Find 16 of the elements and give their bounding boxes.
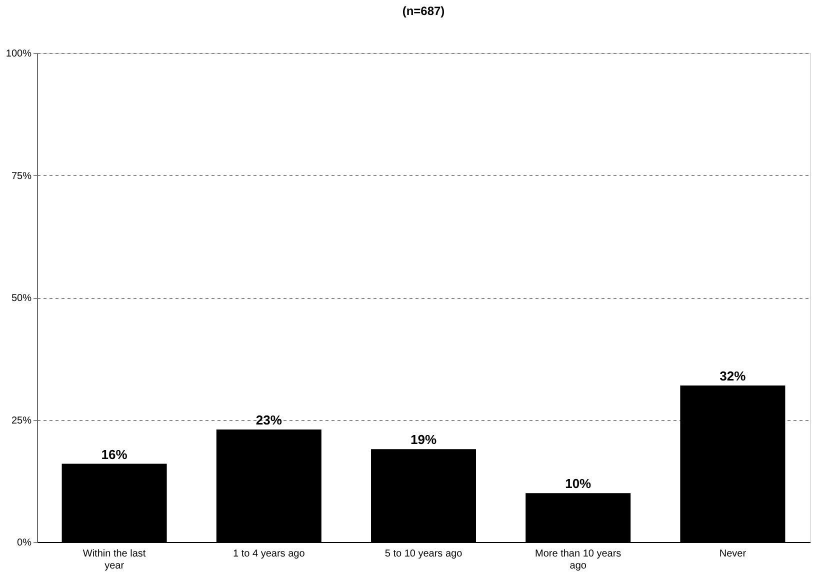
y-tick-label: 25% [11, 415, 32, 426]
data-label: 23% [256, 412, 282, 428]
y-tick-label: 75% [11, 170, 32, 182]
data-label: 16% [101, 446, 128, 462]
y-tick-label: 50% [11, 293, 32, 304]
x-tick-label: More than 10 years ago [535, 548, 622, 572]
data-label: 32% [720, 368, 746, 384]
x-tick-label: Never [719, 548, 747, 560]
chart-title: (n=687) [402, 4, 445, 18]
x-tick-label: Within the last year [82, 548, 146, 572]
data-label: 10% [565, 476, 592, 492]
data-label: 19% [410, 432, 437, 448]
y-tick-label: 100% [6, 48, 32, 60]
y-tick-label: 0% [17, 538, 32, 548]
x-tick-label: 1 to 4 years ago [233, 548, 306, 560]
x-tick-label: 5 to 10 years ago [384, 548, 463, 560]
